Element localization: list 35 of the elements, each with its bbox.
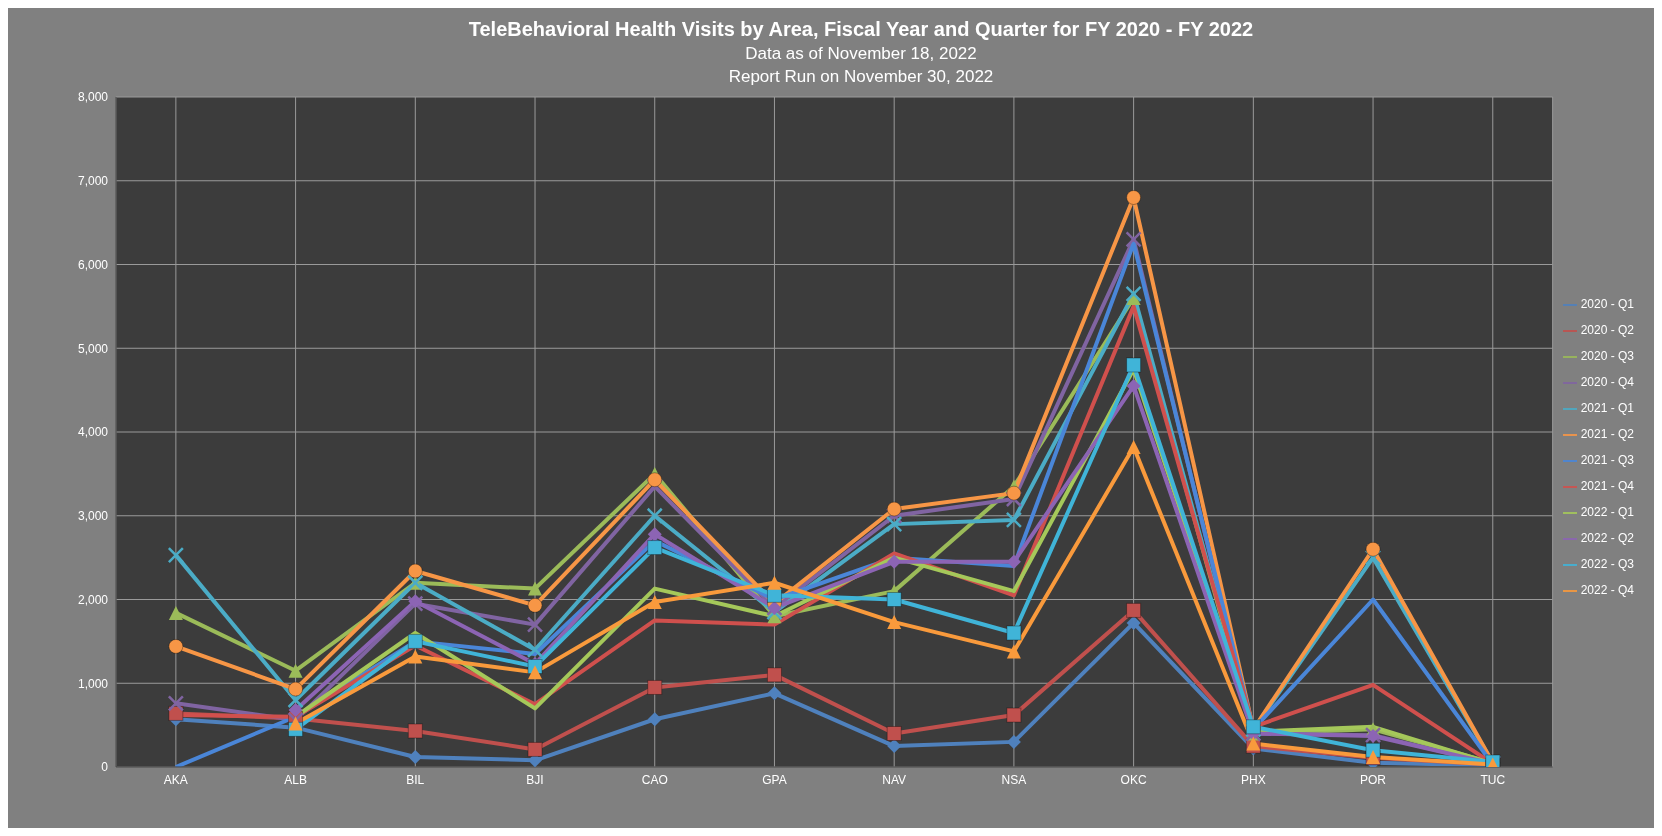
legend-label: 2020 - Q4 [1580,375,1634,389]
legend-label: 2020 - Q1 [1580,297,1634,311]
y-tick-label: 5,000 [77,341,109,356]
legend-label: 2021 - Q2 [1580,427,1634,441]
x-tick-label: NAV [882,772,907,787]
x-tick-label: OKC [1120,772,1147,787]
x-tick-label: CAO [641,772,668,787]
y-tick-label: 0 [101,760,109,775]
legend-label: 2022 - Q4 [1580,583,1634,597]
legend-label: 2021 - Q3 [1580,453,1634,467]
legend-label: 2020 - Q3 [1580,349,1634,363]
x-tick-label: GPA [762,772,787,787]
x-tick-label: TUC [1480,772,1506,787]
legend-label: 2022 - Q3 [1580,557,1634,571]
y-tick-label: 2,000 [77,592,109,607]
y-tick-label: 7,000 [77,174,109,189]
x-tick-label: POR [1360,772,1387,787]
x-tick-label: BJI [526,772,544,787]
x-tick-label: ALB [284,772,307,787]
y-tick-label: 3,000 [77,509,109,524]
x-tick-label: PHX [1240,772,1266,787]
legend-label: 2022 - Q2 [1580,531,1634,545]
legend-label: 2021 - Q4 [1580,479,1634,493]
y-tick-label: 8,000 [77,90,109,105]
legend-label: 2022 - Q1 [1580,505,1634,519]
y-tick-label: 4,000 [77,425,109,440]
x-tick-label: AKA [163,772,188,787]
x-tick-label: BIL [406,772,425,787]
chart-subtitle: Data as of November 18, 2022 Report Run on November 30, 2022 [727,44,995,87]
y-tick-label: 6,000 [77,257,109,272]
legend-label: 2020 - Q2 [1580,323,1634,337]
chart-title: TeleBehavioral Health Visits by Area, Fiscal Year and Quarter for FY 2020 - FY 2022 [467,18,1255,41]
y-tick-label: 1,000 [77,676,109,691]
legend-label: 2021 - Q1 [1580,401,1634,415]
x-tick-label: NSA [1001,772,1027,787]
